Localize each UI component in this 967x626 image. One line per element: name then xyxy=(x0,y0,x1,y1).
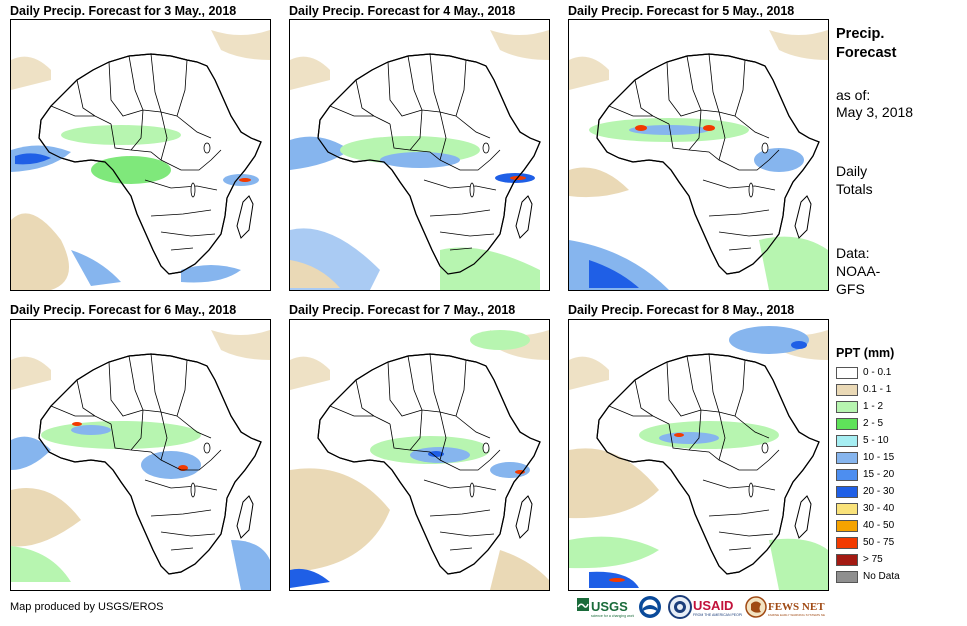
svg-text:science for a changing world: science for a changing world xyxy=(591,614,634,618)
side-title-line2: Forecast xyxy=(836,45,897,61)
fews-net-logo-text: FEWS NET xyxy=(768,601,825,613)
asof-label: as of: xyxy=(836,87,871,103)
legend-swatch xyxy=(836,469,858,481)
noaa-logo xyxy=(636,594,664,620)
panel-title-2: Daily Precip. Forecast for 4 May., 2018 xyxy=(289,4,516,18)
data-source-line2: NOAA- xyxy=(836,263,881,279)
legend-swatch xyxy=(836,571,858,583)
usgs-logo-text: USGS xyxy=(591,599,628,614)
legend-label: > 75 xyxy=(863,554,883,565)
legend-label: 50 - 75 xyxy=(863,537,895,548)
forecast-map-4 xyxy=(10,319,271,591)
fews-net-logo: FEWS NET FAMINE EARLY WARNING SYSTEMS NE… xyxy=(745,594,825,620)
panel-title-6: Daily Precip. Forecast for 8 May., 2018 xyxy=(568,303,795,317)
legend-swatch xyxy=(836,537,858,549)
legend-label: 1 - 2 xyxy=(863,401,884,412)
legend-swatch xyxy=(836,486,858,498)
legend-label: 15 - 20 xyxy=(863,469,895,480)
legend-label: 10 - 15 xyxy=(863,452,895,463)
panel-title-4: Daily Precip. Forecast for 6 May., 2018 xyxy=(10,303,237,317)
forecast-map-3 xyxy=(568,19,829,291)
totals-line2: Totals xyxy=(836,181,873,197)
panel-title-1: Daily Precip. Forecast for 3 May., 2018 xyxy=(10,4,237,18)
legend-swatch xyxy=(836,418,858,430)
legend-title: PPT (mm) xyxy=(836,346,895,360)
state-dept-seal-icon xyxy=(666,594,694,620)
legend-label: 40 - 50 xyxy=(863,520,895,531)
side-title-line1: Precip. xyxy=(836,26,885,42)
legend-swatch xyxy=(836,367,858,379)
legend-swatch xyxy=(836,384,858,396)
legend-label: 5 - 10 xyxy=(863,435,889,446)
forecast-map-5 xyxy=(289,319,550,591)
asof-date: May 3, 2018 xyxy=(836,104,914,120)
legend-swatch xyxy=(836,401,858,413)
data-source-line1: Data: xyxy=(836,245,870,261)
legend-swatch xyxy=(836,520,858,532)
data-source-line3: GFS xyxy=(836,281,865,297)
usaid-logo: USAID FROM THE AMERICAN PEOPLE xyxy=(692,594,742,620)
panel-title-5: Daily Precip. Forecast for 7 May., 2018 xyxy=(289,303,516,317)
legend-label: 0.1 - 1 xyxy=(863,384,892,395)
usgs-logo: USGS science for a changing world xyxy=(576,594,634,620)
legend-swatch xyxy=(836,435,858,447)
svg-text:FAMINE EARLY WARNING SYSTEMS N: FAMINE EARLY WARNING SYSTEMS NETWORK xyxy=(768,613,825,617)
legend-label: 30 - 40 xyxy=(863,503,895,514)
legend-swatch xyxy=(836,452,858,464)
legend-label: 0 - 0.1 xyxy=(863,367,892,378)
forecast-map-6 xyxy=(568,319,829,591)
legend-label: No Data xyxy=(863,571,900,582)
totals-line1: Daily xyxy=(836,163,868,179)
legend-label: 20 - 30 xyxy=(863,486,895,497)
forecast-map-1 xyxy=(10,19,271,291)
svg-text:FROM THE AMERICAN PEOPLE: FROM THE AMERICAN PEOPLE xyxy=(693,613,742,617)
map-credit: Map produced by USGS/EROS xyxy=(10,601,164,613)
panel-title-3: Daily Precip. Forecast for 5 May., 2018 xyxy=(568,4,795,18)
forecast-map-2 xyxy=(289,19,550,291)
usaid-logo-text: USAID xyxy=(693,598,733,613)
legend-swatch xyxy=(836,503,858,515)
legend-label: 2 - 5 xyxy=(863,418,884,429)
legend-swatch xyxy=(836,554,858,566)
